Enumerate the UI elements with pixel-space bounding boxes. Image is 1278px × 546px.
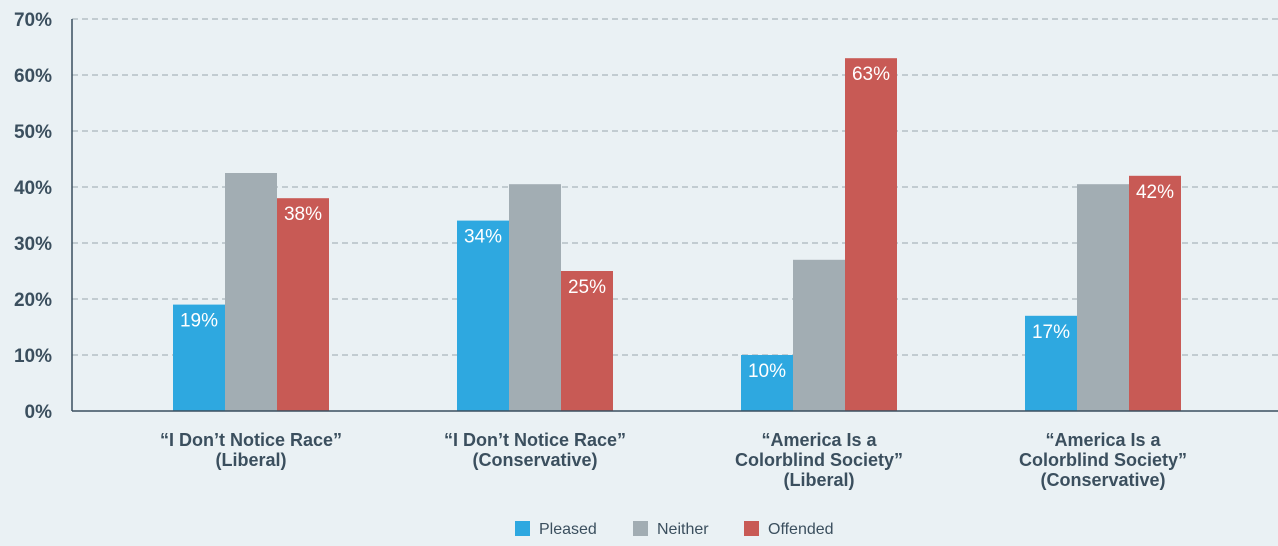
bar-offended — [1129, 175, 1181, 411]
legend-label-neither: Neither — [657, 521, 709, 538]
x-category-label-line: (Conservative) — [472, 450, 597, 470]
x-category-label: “America Is a Colorblind Society” (Liberal… — [735, 430, 903, 490]
x-category-label: “I Don’t Notice Race” (Conservative) — [444, 430, 626, 470]
y-tick-label: 10% — [14, 346, 52, 367]
bar-pleased — [457, 220, 509, 411]
x-category-label-line: “America Is a — [761, 430, 877, 450]
bar-neither — [225, 173, 277, 411]
y-tick-label: 40% — [14, 178, 52, 199]
data-label: 34% — [464, 227, 502, 248]
x-category-label-line: “I Don’t Notice Race” — [160, 430, 342, 450]
y-tick-label: 70% — [14, 10, 52, 31]
data-label: 25% — [568, 277, 606, 298]
x-category-label: “I Don’t Notice Race” (Liberal) — [160, 430, 342, 470]
y-tick-label: 0% — [25, 402, 53, 423]
data-label: 17% — [1032, 322, 1070, 343]
bar-offended — [277, 198, 329, 411]
legend-label-offended: Offended — [768, 521, 834, 538]
bar-pleased — [741, 355, 793, 411]
bar-pleased — [1025, 315, 1077, 411]
bar-offended — [845, 58, 897, 411]
y-tick-label: 60% — [14, 66, 52, 87]
legend-swatch-neither — [633, 521, 648, 536]
data-label: 10% — [748, 361, 786, 382]
bar-neither — [1077, 184, 1129, 411]
legend-swatch-pleased — [515, 521, 530, 536]
bar-neither — [793, 259, 845, 411]
data-label: 19% — [180, 311, 218, 332]
x-category-label-line: “America Is a — [1045, 430, 1161, 450]
y-tick-label: 20% — [14, 290, 52, 311]
y-tick-label: 30% — [14, 234, 52, 255]
x-category-label: “America Is a Colorblind Society” (Conserv… — [1019, 430, 1187, 490]
y-tick-label: 50% — [14, 122, 52, 143]
x-category-label-line: (Liberal) — [783, 470, 854, 490]
data-label: 63% — [852, 64, 890, 85]
legend-swatch-offended — [744, 521, 759, 536]
x-category-label-line: Colorblind Society” — [735, 450, 903, 470]
x-category-label-line: Colorblind Society” — [1019, 450, 1187, 470]
x-category-label-line: “I Don’t Notice Race” — [444, 430, 626, 450]
legend-label-pleased: Pleased — [539, 521, 597, 538]
bar-neither — [509, 184, 561, 411]
bar-pleased — [173, 304, 225, 411]
x-category-label-line: (Conservative) — [1040, 470, 1165, 490]
data-label: 42% — [1136, 182, 1174, 203]
bar-offended — [561, 271, 613, 411]
x-category-label-line: (Liberal) — [215, 450, 286, 470]
data-label: 38% — [284, 204, 322, 225]
